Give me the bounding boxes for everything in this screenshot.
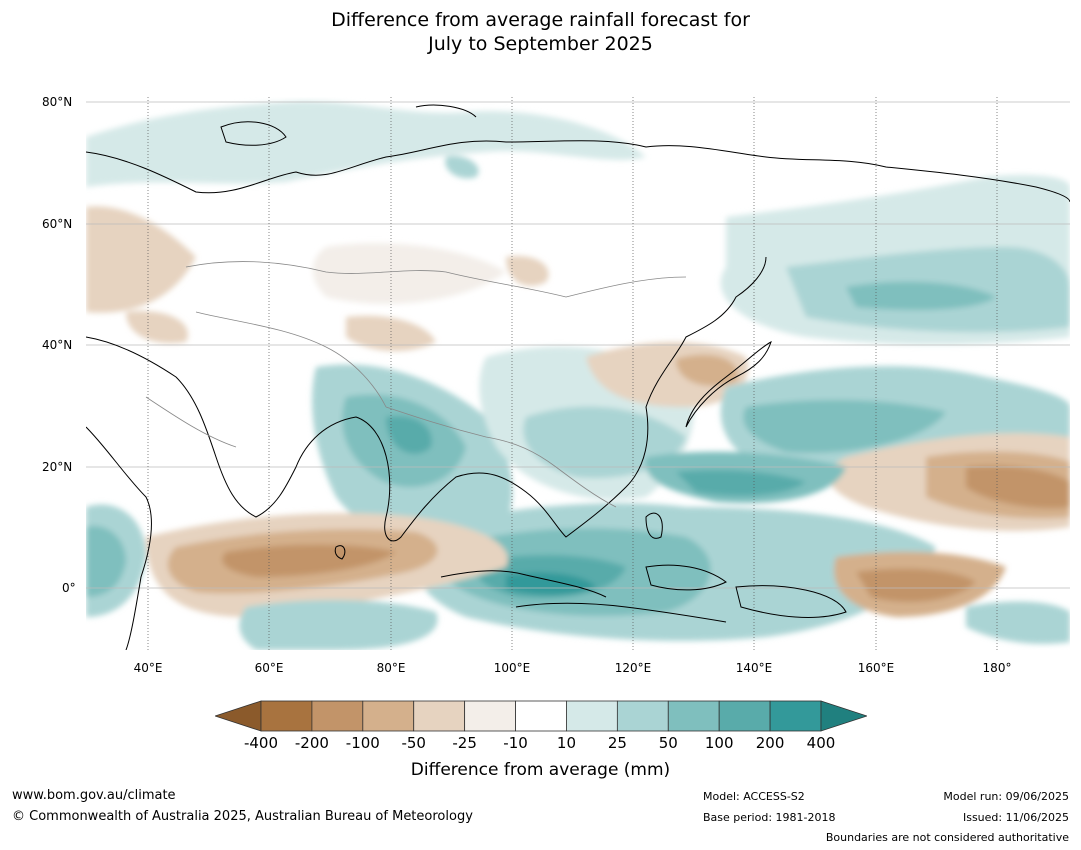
rainfall-anomaly-map <box>86 97 1070 650</box>
model-text: Model: ACCESS-S2 <box>703 790 805 803</box>
map-canvas <box>86 97 1070 650</box>
anomaly-shading <box>86 101 1070 650</box>
lon-label-180: 180° <box>982 661 1012 675</box>
colorbar-tick-label: -100 <box>345 734 380 752</box>
colorbar-tick-label: -10 <box>503 734 528 752</box>
colorbar-box <box>667 700 720 732</box>
colorbar-tick-label: 200 <box>755 734 785 752</box>
lon-label-160e: 160°E <box>857 661 895 675</box>
colorbar-box <box>464 700 516 732</box>
colorbar-label: Difference from average (mm) <box>410 760 671 780</box>
model-run-text: Model run: 09/06/2025 <box>943 790 1069 803</box>
copyright-text: © Commonwealth of Australia 2025, Austra… <box>12 809 473 824</box>
lat-label-20n: 20°N <box>42 460 73 474</box>
lat-label-40n: 40°N <box>42 338 73 352</box>
colorbar-tick-label: 50 <box>658 734 678 752</box>
colorbar-box <box>616 700 669 732</box>
title-line-1: Difference from average rainfall forecas… <box>331 9 750 31</box>
lon-label-100e: 100°E <box>493 661 531 675</box>
lat-label-equator: 0° <box>62 581 76 595</box>
colorbar-tick-label: -400 <box>243 734 279 752</box>
lon-label-80e: 80°E <box>376 661 406 675</box>
colorbar-box <box>311 700 364 732</box>
colorbar-extend-low <box>215 700 262 732</box>
map-title: Difference from average rainfall forecas… <box>0 8 1081 56</box>
lon-label-120e: 120°E <box>614 661 652 675</box>
colorbar-box <box>769 700 822 732</box>
coastlines <box>86 104 1070 650</box>
colorbar-box <box>566 700 618 732</box>
base-period-text: Base period: 1981-2018 <box>703 811 836 824</box>
colorbar-box <box>362 700 415 732</box>
lon-label-40e: 40°E <box>133 661 163 675</box>
colorbar-tick-label: -50 <box>401 734 426 752</box>
lat-label-60n: 60°N <box>42 217 73 231</box>
lon-label-60e: 60°E <box>254 661 284 675</box>
colorbar-box <box>260 700 313 732</box>
colorbar-tick-label: 400 <box>806 734 836 752</box>
lat-label-80n: 80°N <box>42 95 73 109</box>
colorbar-tick-label: -200 <box>294 734 329 752</box>
country-borders <box>145 261 687 508</box>
title-line-2: July to September 2025 <box>428 33 653 55</box>
colorbar-box <box>413 700 466 732</box>
colorbar-tick-label: 10 <box>556 734 576 752</box>
bom-url-link[interactable]: www.bom.gov.au/climate <box>12 788 176 803</box>
graticule <box>86 97 1070 650</box>
disclaimer-text: Boundaries are not considered authoritat… <box>825 831 1069 844</box>
colorbar-tick-label: 100 <box>704 734 734 752</box>
colorbar-tick-label: -25 <box>452 734 477 752</box>
lon-label-140e: 140°E <box>735 661 773 675</box>
colorbar-box <box>515 700 567 732</box>
colorbar-tick-label: 25 <box>607 734 627 752</box>
colorbar-extend-high <box>820 700 867 732</box>
colorbar-box <box>718 700 771 732</box>
colorbar <box>215 700 867 732</box>
issued-text: Issued: 11/06/2025 <box>962 811 1069 824</box>
